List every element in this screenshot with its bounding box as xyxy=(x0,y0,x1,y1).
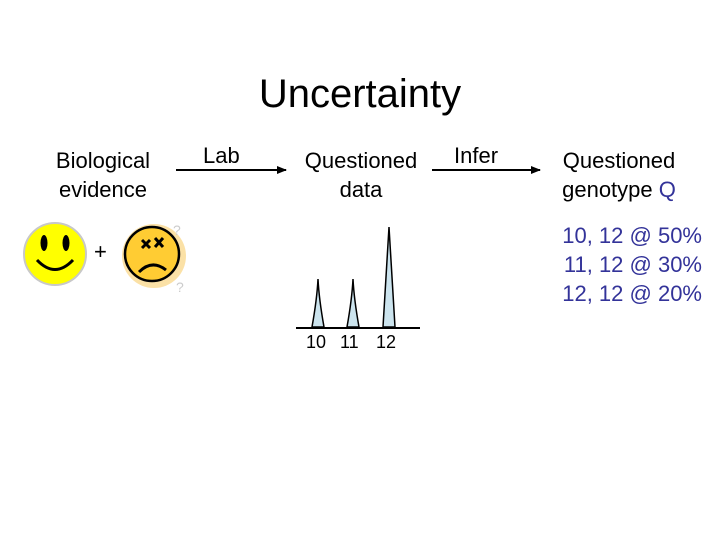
svg-text:?: ? xyxy=(176,279,184,295)
questioned-data-line-1: Questioned xyxy=(304,148,418,173)
peak-11 xyxy=(346,278,360,328)
happy-face-icon xyxy=(23,222,87,286)
questioned-genotype-node: Questioned genotype Q xyxy=(548,146,690,204)
genotype-probability-line: 10, 12 @ 50% xyxy=(562,223,702,248)
genotype-word: genotype xyxy=(562,177,653,202)
plus-sign: + xyxy=(94,239,107,264)
questioned-data-line-2: data xyxy=(339,177,383,202)
slide-title: Uncertainty xyxy=(258,72,462,116)
electropherogram xyxy=(296,226,420,329)
genotype-probability-line: 11, 12 @ 30% xyxy=(563,252,702,277)
peak-12 xyxy=(382,226,396,328)
questioned-genotype-line-1: Questioned xyxy=(562,148,676,173)
biological-evidence-line-2: evidence xyxy=(58,177,148,202)
genotype-q-letter: Q xyxy=(658,177,676,202)
genotype-probability-line: 12, 12 @ 20% xyxy=(562,281,702,306)
questioned-data-node: Questioned data xyxy=(292,146,430,204)
peak-label: 10 xyxy=(306,332,327,352)
peak-label: 11 xyxy=(340,332,359,352)
sad-face-icon: ? ? xyxy=(122,222,186,295)
infer-edge-label: Infer xyxy=(454,143,499,168)
biological-evidence-node: Biological evidence xyxy=(48,146,158,204)
svg-text:?: ? xyxy=(173,222,181,238)
questioned-genotype-line-2: genotype Q xyxy=(548,175,690,204)
biological-evidence-line-1: Biological xyxy=(55,148,151,173)
lab-edge-label: Lab xyxy=(203,143,240,168)
peak-label: 12 xyxy=(376,332,397,352)
peak-10 xyxy=(311,278,325,328)
